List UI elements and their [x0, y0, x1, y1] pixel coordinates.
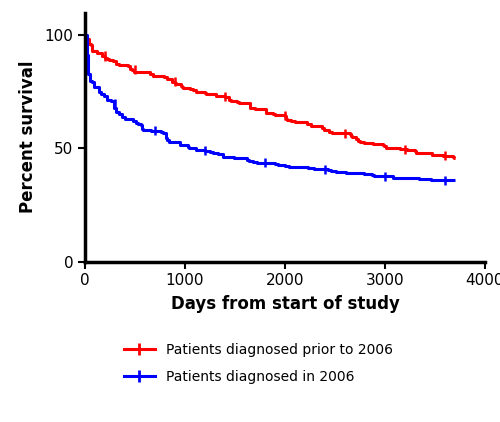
Legend: Patients diagnosed prior to 2006, Patients diagnosed in 2006: Patients diagnosed prior to 2006, Patien… [124, 343, 392, 384]
X-axis label: Days from start of study: Days from start of study [170, 295, 400, 314]
Y-axis label: Percent survival: Percent survival [20, 61, 38, 214]
